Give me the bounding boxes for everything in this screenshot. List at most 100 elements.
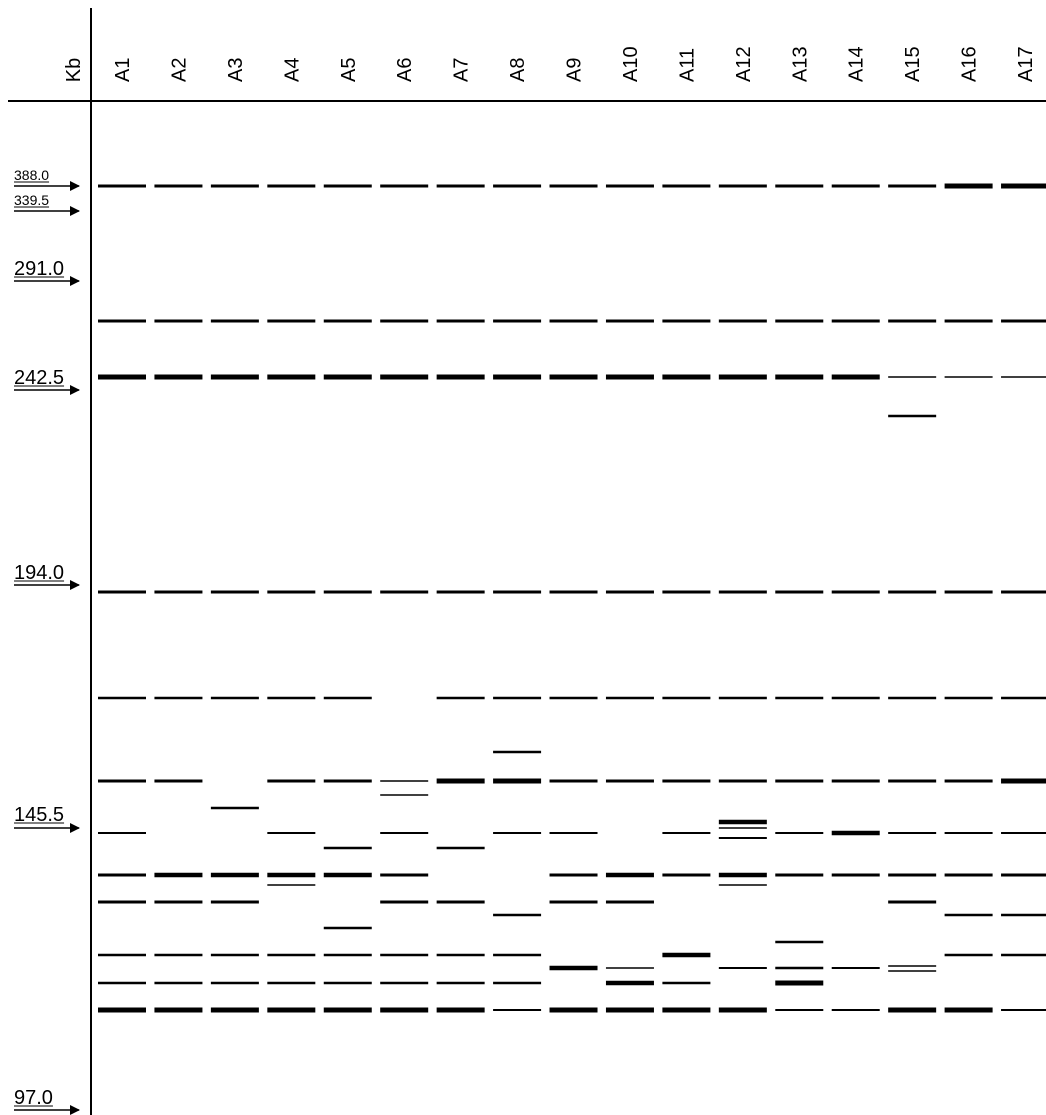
band (945, 874, 993, 877)
band (98, 901, 146, 904)
band (550, 874, 598, 877)
band (550, 697, 598, 700)
band (888, 415, 936, 418)
band (98, 982, 146, 985)
band (267, 780, 315, 783)
band (267, 185, 315, 188)
band (380, 954, 428, 957)
band (1001, 874, 1046, 877)
band (380, 320, 428, 323)
band (324, 847, 372, 850)
lane-label: A16 (959, 46, 981, 82)
lane-label: A1 (112, 58, 134, 82)
band (211, 954, 259, 957)
band (775, 1009, 823, 1011)
band (267, 982, 315, 985)
band (1001, 832, 1046, 834)
band (211, 375, 259, 380)
band (493, 779, 541, 784)
band (154, 982, 202, 985)
band (324, 873, 372, 878)
band (324, 982, 372, 985)
band (267, 873, 315, 878)
band (719, 591, 767, 594)
lane-label: A13 (789, 46, 811, 82)
band (775, 320, 823, 323)
band (437, 982, 485, 985)
band (267, 375, 315, 380)
band (493, 751, 541, 754)
band (267, 1008, 315, 1013)
band (775, 874, 823, 877)
band (662, 697, 710, 700)
band (662, 185, 710, 188)
band (324, 375, 372, 380)
lane-label: A8 (507, 58, 529, 82)
band (719, 967, 767, 969)
band (550, 320, 598, 323)
band (719, 1008, 767, 1013)
band (211, 982, 259, 985)
band (211, 697, 259, 700)
band (550, 185, 598, 188)
band (945, 591, 993, 594)
band (662, 982, 710, 985)
lane-label: A11 (676, 48, 698, 82)
marker-label: 388.0 (14, 167, 49, 183)
band (888, 185, 936, 188)
band (662, 780, 710, 783)
band (437, 375, 485, 380)
band (211, 591, 259, 594)
band (98, 320, 146, 323)
band (154, 185, 202, 188)
band (1001, 184, 1046, 189)
marker-label: 339.5 (14, 192, 49, 208)
band (98, 697, 146, 700)
band (98, 185, 146, 188)
band (1001, 697, 1046, 700)
band (775, 941, 823, 944)
band (493, 697, 541, 700)
band (888, 780, 936, 783)
band (493, 954, 541, 957)
band (719, 375, 767, 380)
band (1001, 1009, 1046, 1011)
band (888, 965, 936, 967)
band (1001, 376, 1046, 378)
band (775, 375, 823, 380)
band (267, 954, 315, 957)
band (380, 780, 428, 782)
band (606, 320, 654, 323)
band (437, 1008, 485, 1013)
band (945, 184, 993, 189)
band (606, 780, 654, 783)
band (550, 375, 598, 380)
band (550, 966, 598, 971)
band (267, 591, 315, 594)
band (945, 780, 993, 783)
band (606, 591, 654, 594)
band (437, 779, 485, 784)
band (606, 981, 654, 986)
band (324, 780, 372, 783)
band (437, 901, 485, 904)
band (437, 697, 485, 700)
band (832, 874, 880, 877)
band (1001, 914, 1046, 917)
band (154, 780, 202, 783)
band (662, 832, 710, 834)
band (662, 1008, 710, 1013)
gel-diagram: Kb A1A2A3A4A5A6A7A8A9A10A11A12A13A14A15A… (0, 0, 1046, 1115)
band (888, 874, 936, 877)
band (211, 1008, 259, 1013)
band (606, 375, 654, 380)
band (888, 697, 936, 700)
band (662, 375, 710, 380)
band (550, 780, 598, 783)
band (719, 697, 767, 700)
band (719, 780, 767, 783)
band (437, 954, 485, 957)
band (775, 832, 823, 834)
band (719, 827, 767, 829)
band (98, 591, 146, 594)
